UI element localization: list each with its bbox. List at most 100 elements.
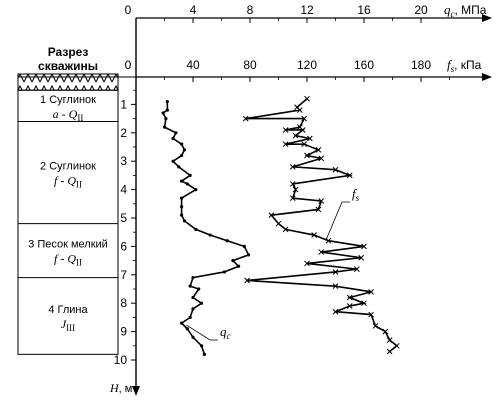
series-point-qc (225, 239, 229, 243)
series-point-fs (282, 226, 289, 233)
y-axis-tick-label: 2 (120, 126, 127, 140)
series-point-qc (202, 352, 206, 356)
second-axis-arrow (482, 73, 492, 81)
series-point-fs (297, 107, 303, 113)
soil-cover-hatch (17, 73, 119, 91)
series-point-qc (199, 301, 204, 305)
series-point-qc (161, 111, 165, 115)
layer-age: JIII (61, 317, 75, 333)
series-point-qc (182, 219, 187, 223)
layer-age-subscript: II (76, 258, 82, 268)
series-point-qc (171, 159, 175, 163)
series-point-qc (237, 264, 241, 268)
series-point-qc (180, 179, 184, 183)
series-point-qc (191, 295, 195, 300)
series-label-leader (186, 324, 218, 341)
series-point-qc (180, 213, 184, 217)
top-axis-arrow (482, 14, 492, 22)
top-axis-label-unit: , МПа (455, 3, 487, 17)
series-point-fs (372, 323, 379, 329)
series-point-qc (171, 136, 175, 141)
series-point-fs (289, 181, 296, 187)
series-point-fs (354, 266, 360, 272)
series-point-qc (222, 270, 226, 274)
series-point-fs (386, 337, 393, 343)
series-point-fs (244, 277, 251, 284)
second-axis-tick-label: 40 (186, 58, 200, 72)
top-axis-tick-label: 8 (247, 3, 254, 17)
y-axis-tick-label: 8 (120, 296, 127, 310)
y-axis-tick-label: 5 (120, 211, 127, 225)
y-axis-tick-label: 4 (120, 183, 127, 197)
layer-age-subscript: III (66, 323, 75, 333)
series-point-fs (292, 186, 299, 193)
series-point-fs (292, 132, 299, 139)
series-label-subscript: c (227, 331, 231, 341)
series-label-qc: qc (220, 324, 231, 341)
series-point-qc (165, 108, 169, 112)
y-axis-tick-label: 7 (120, 268, 127, 282)
series-point-qc (194, 188, 198, 192)
series-point-fs (315, 206, 322, 213)
second-axis-tick-label: 120 (297, 58, 317, 72)
series-point-fs (386, 348, 393, 355)
series-point-qc (165, 99, 169, 104)
series-point-fs (361, 243, 367, 250)
series-point-qc (162, 125, 167, 129)
series-layer: qc fs (161, 95, 400, 356)
layer-age-subscript: II (76, 180, 82, 190)
series-point-fs (315, 146, 322, 153)
series-point-qc (246, 253, 251, 257)
y-axis-label-symbol: H (109, 381, 120, 395)
series-point-qc (180, 205, 184, 209)
series-point-qc (197, 287, 201, 291)
series-point-fs (393, 342, 400, 349)
series-point-qc (180, 196, 184, 200)
series-line-qc (162, 101, 250, 355)
second-axis-label-unit: , кПа (454, 58, 482, 72)
series-point-qc (231, 259, 235, 263)
layer-age-subscript: II (77, 113, 83, 123)
series-point-qc (182, 148, 187, 152)
series-point-qc (191, 276, 195, 280)
series-point-qc (188, 284, 192, 288)
y-axis-label: H, м (109, 381, 132, 395)
series-point-fs (332, 166, 339, 173)
series-point-fs (282, 141, 289, 148)
series-point-qc (188, 173, 192, 177)
second-axis-tick-label: 80 (243, 58, 257, 72)
series-point-qc (191, 307, 195, 311)
column-frame (17, 89, 119, 355)
series-point-fs (301, 141, 308, 148)
series-point-fs (289, 164, 296, 170)
series-point-qc (191, 335, 195, 339)
series-point-fs (304, 152, 310, 159)
series-point-fs (346, 303, 353, 309)
series-point-fs (299, 127, 306, 133)
series-label-leader (325, 201, 350, 241)
series-point-qc (177, 165, 181, 169)
series-point-fs (311, 232, 317, 238)
series-point-fs (268, 212, 275, 219)
top-axis-label-subscript: c (451, 9, 455, 19)
series-point-fs (318, 249, 325, 255)
series-point-fs (346, 172, 353, 179)
top-axis-tick-label: 20 (414, 3, 428, 17)
series-point-qc (164, 117, 168, 121)
layer-name: 4 Глина (48, 304, 88, 316)
second-axis-label: fs, кПа (447, 57, 482, 74)
series-point-fs (318, 198, 325, 204)
y-axis-tick-label: 9 (120, 325, 127, 339)
second-axis-tick-label: 0 (125, 58, 132, 72)
series-point-fs (289, 195, 296, 201)
layer-age: a - QII (53, 107, 84, 123)
series-point-fs (346, 294, 353, 301)
series-point-fs (361, 300, 367, 307)
series-label-fs: fs (352, 186, 360, 203)
series-point-fs (332, 269, 339, 275)
series-point-qc (185, 327, 189, 331)
series-point-fs (304, 95, 310, 102)
layer-age: f - QII (54, 174, 82, 190)
